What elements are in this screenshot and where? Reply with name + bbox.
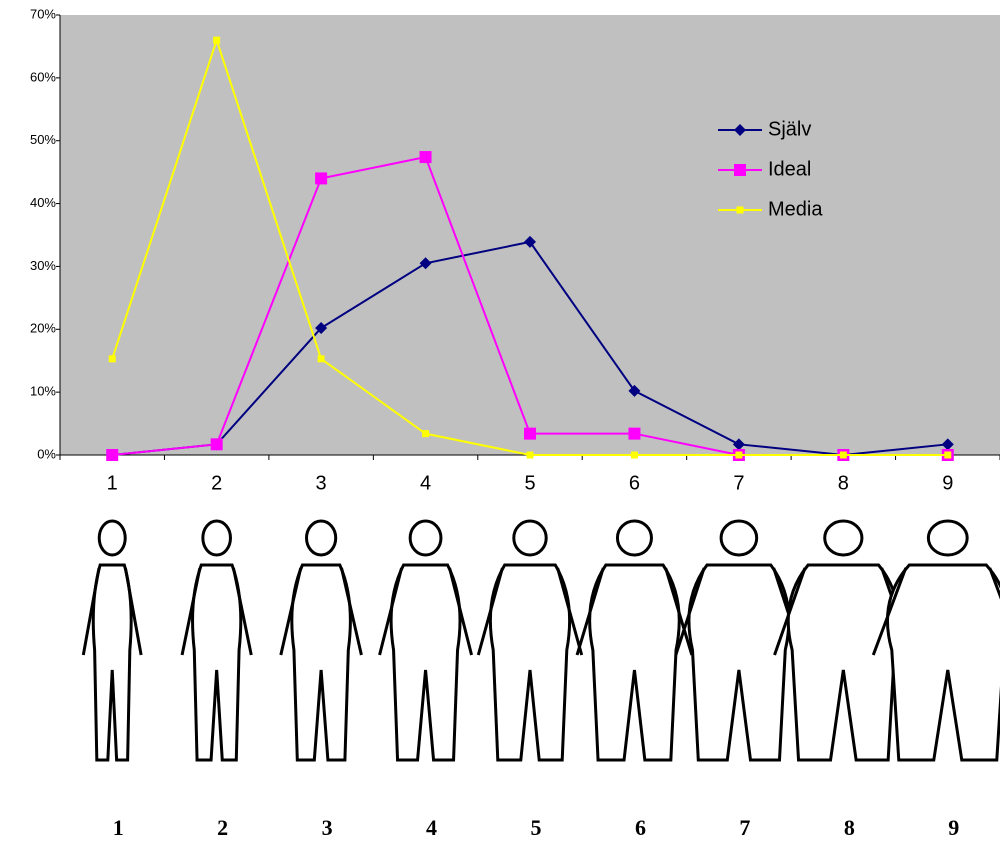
- data-point: [109, 355, 116, 362]
- legend-marker: [734, 164, 746, 176]
- figure-label: 6: [635, 815, 646, 840]
- figure-body: [788, 565, 898, 760]
- x-tick-label: 7: [733, 472, 744, 494]
- data-point: [944, 452, 951, 459]
- body-figure: [281, 521, 362, 760]
- figure-head: [928, 521, 967, 555]
- figure-body: [292, 565, 351, 760]
- body-figure: [676, 521, 802, 760]
- legend-label: Media: [768, 198, 823, 220]
- y-tick-label: 70%: [30, 6, 56, 21]
- x-tick-label: 4: [420, 472, 431, 494]
- figure-head: [307, 521, 336, 555]
- figure-body: [93, 565, 131, 760]
- figure-body: [193, 565, 241, 760]
- figure-label: 8: [844, 815, 855, 840]
- figure-label: 9: [948, 815, 959, 840]
- figure-body: [391, 565, 460, 760]
- y-tick-label: 40%: [30, 195, 56, 210]
- data-point: [840, 452, 847, 459]
- figure-head: [825, 521, 862, 555]
- x-tick-label: 1: [107, 472, 118, 494]
- data-point: [631, 452, 638, 459]
- figure-label: 5: [531, 815, 542, 840]
- y-tick-label: 50%: [30, 132, 56, 147]
- x-tick-label: 5: [524, 472, 535, 494]
- body-figure: [380, 521, 472, 760]
- data-point: [420, 151, 432, 163]
- chart: 0% 10% 20% 30% 40% 50% 60% 70% 1 2 3 4 5 6 7 8 9 Själv Ide…: [0, 0, 1000, 844]
- data-point: [318, 355, 325, 362]
- figure-body: [689, 565, 789, 760]
- body-figure: [478, 521, 581, 760]
- figure-head: [514, 521, 546, 555]
- body-figure: [577, 521, 692, 760]
- figure-label: 7: [739, 815, 750, 840]
- figure-body: [490, 565, 569, 760]
- body-figure: [83, 521, 141, 760]
- figure-label: 2: [217, 815, 228, 840]
- figure-head: [721, 521, 757, 555]
- data-point: [628, 428, 640, 440]
- x-tick-label: 2: [211, 472, 222, 494]
- x-tick-label: 9: [942, 472, 953, 494]
- data-point: [524, 428, 536, 440]
- y-tick-label: 0%: [37, 446, 56, 461]
- figure-body: [887, 565, 1000, 760]
- plot-area: [60, 15, 1000, 455]
- y-tick-label: 60%: [30, 69, 56, 84]
- data-point: [106, 449, 118, 461]
- figure-body: [590, 565, 680, 760]
- body-figure: [182, 521, 251, 760]
- figure-label: 3: [322, 815, 333, 840]
- x-tick-label: 3: [316, 472, 327, 494]
- x-tick-label: 8: [838, 472, 849, 494]
- data-point: [315, 172, 327, 184]
- data-point: [735, 452, 742, 459]
- figure-head: [410, 521, 441, 555]
- y-tick-label: 30%: [30, 258, 56, 273]
- figure-head: [617, 521, 651, 555]
- x-tick-label: 6: [629, 472, 640, 494]
- data-point: [211, 438, 223, 450]
- y-tick-label: 20%: [30, 321, 56, 336]
- y-tick-label: 10%: [30, 384, 56, 399]
- legend-label: Själv: [768, 118, 811, 140]
- legend-marker: [737, 207, 744, 214]
- body-figure: [873, 521, 1000, 760]
- data-point: [422, 430, 429, 437]
- data-point: [213, 37, 220, 44]
- figure-head: [203, 521, 231, 555]
- legend-label: Ideal: [768, 158, 811, 180]
- figure-label: 1: [113, 815, 124, 840]
- figure-label: 4: [426, 815, 437, 840]
- data-point: [527, 452, 534, 459]
- figure-head: [99, 521, 125, 555]
